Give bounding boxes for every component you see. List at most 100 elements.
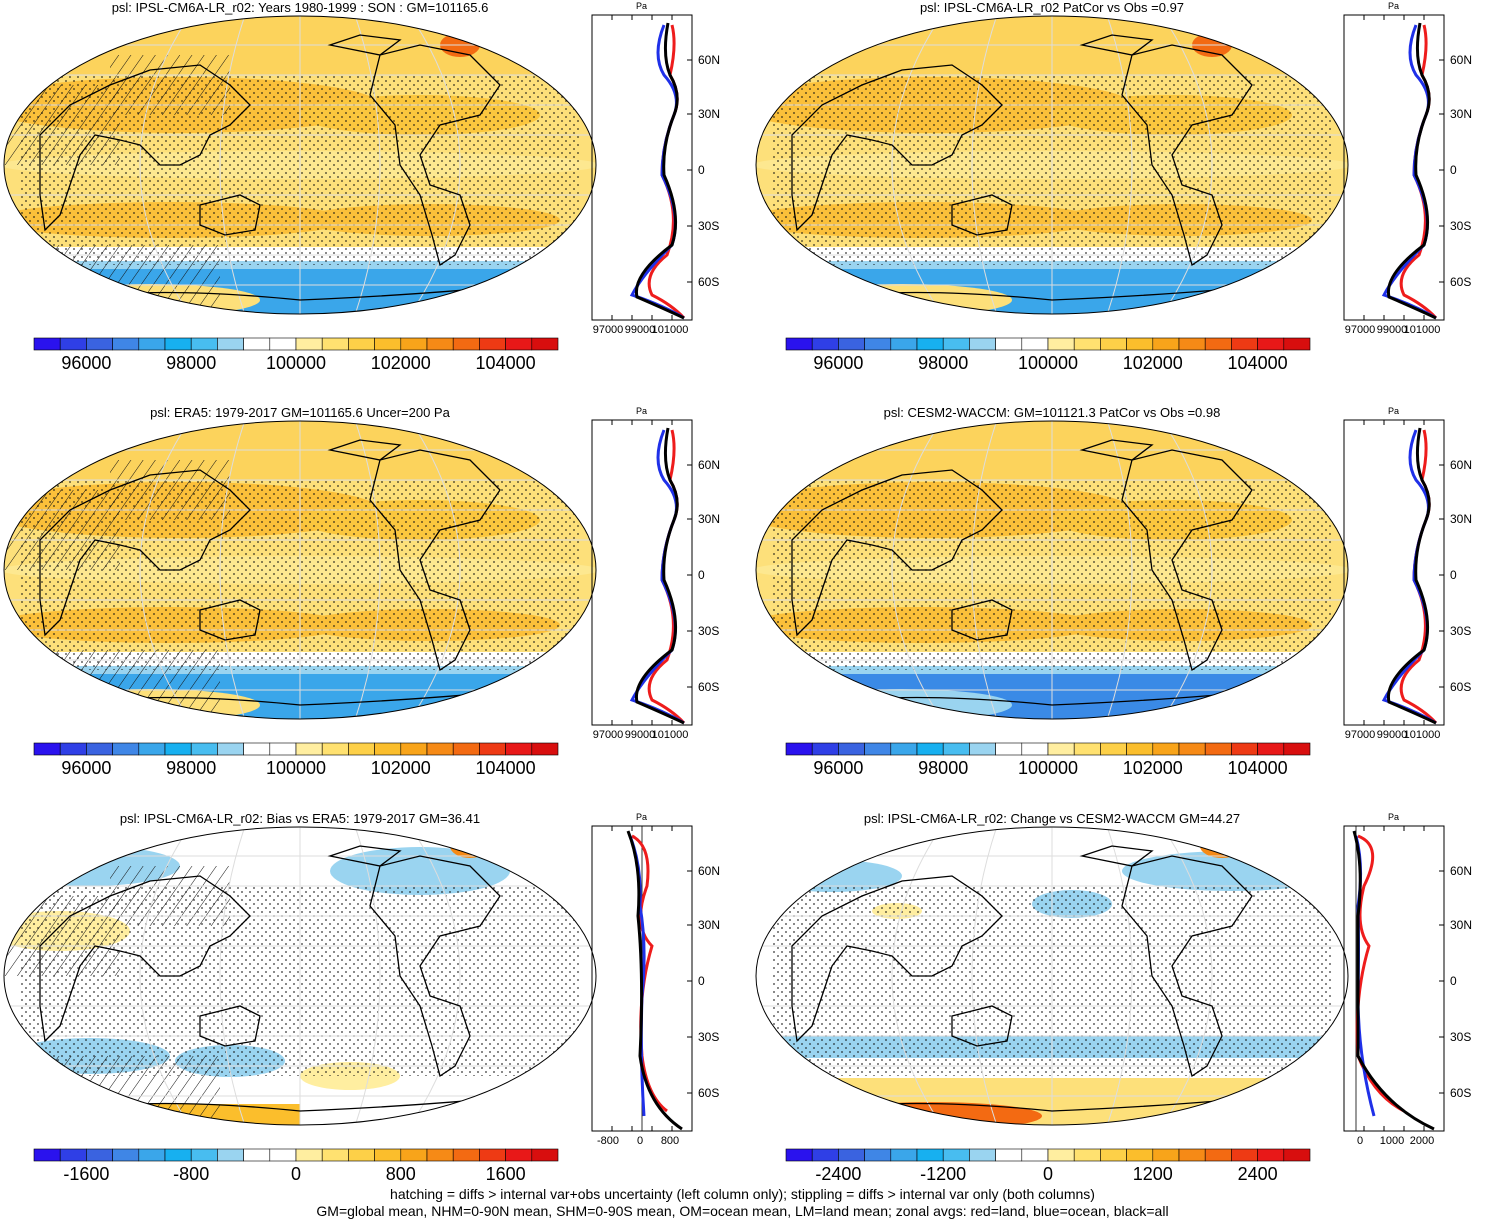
colorbar-tick-label: 1200	[1132, 1164, 1173, 1184]
colorbar-tick-label: 104000	[475, 353, 536, 373]
robinson-map	[755, 826, 1349, 1162]
colorbar-swatch	[1047, 337, 1075, 351]
colorbar-swatch	[374, 337, 402, 351]
colorbar-swatch	[295, 337, 323, 351]
colorbar-swatch	[995, 1148, 1023, 1162]
zonal-lat-label: 0	[1450, 974, 1457, 988]
colorbar-swatch	[505, 1148, 533, 1162]
zonal-lat-label: 30N	[1450, 918, 1473, 932]
colorbar-swatch	[217, 337, 244, 351]
robinson-map	[3, 420, 597, 756]
zonal-unit-label: Pa	[1388, 1, 1400, 11]
colorbar-swatch	[890, 742, 918, 756]
colorbar-swatch	[1231, 742, 1258, 756]
colorbar-swatch	[138, 1148, 166, 1162]
zonal-lat-label: 30N	[698, 512, 721, 526]
colorbar-swatch	[1100, 337, 1127, 351]
colorbar-tick-label: 96000	[813, 353, 864, 373]
zonal-ocean-line	[629, 429, 685, 725]
colorbar-swatch	[785, 742, 813, 756]
colorbar-swatch	[995, 742, 1023, 756]
zonal-x-label: 0	[636, 1135, 644, 1147]
colorbar-tick-label: 2400	[1237, 1164, 1278, 1184]
zonal-lat-label: 30N	[698, 918, 721, 932]
colorbar-swatch	[505, 742, 533, 756]
colorbar-swatch	[942, 742, 970, 756]
colorbar-swatch	[916, 337, 944, 351]
colorbar-swatch	[1047, 742, 1075, 756]
zonal-lat-label: 60N	[1450, 458, 1473, 472]
zonal-lat-label: 60S	[1450, 275, 1472, 289]
colorbar-swatch	[138, 742, 166, 756]
colorbar-swatch	[295, 742, 323, 756]
colorbar-swatch	[1047, 1148, 1075, 1162]
colorbar-swatch	[269, 337, 297, 351]
colorbar-swatch	[1257, 742, 1285, 756]
zonal-x-label: 2000	[1409, 1135, 1435, 1147]
zonal-x-label: 800	[660, 1135, 680, 1147]
zonal-mean-plot	[1343, 14, 1445, 321]
colorbar-swatch	[243, 742, 271, 756]
zonal-ocean-line	[629, 24, 685, 320]
colorbar-swatch	[1204, 337, 1232, 351]
robinson-map	[755, 15, 1349, 351]
colorbar-swatch	[890, 1148, 918, 1162]
zonal-unit-label: Pa	[636, 1, 648, 11]
colorbar-swatch	[531, 742, 559, 756]
zonal-mean-plot	[591, 14, 693, 321]
colorbar-swatch	[969, 742, 996, 756]
colorbar-swatch	[1283, 1148, 1311, 1162]
map-panel	[752, 420, 1352, 756]
colorbar-swatch	[86, 742, 113, 756]
zonal-unit-label: Pa	[1388, 406, 1400, 416]
colorbar-swatch	[426, 337, 454, 351]
colorbar-swatch	[295, 1148, 323, 1162]
colorbar-swatch	[916, 1148, 944, 1162]
colorbar-swatch	[838, 742, 865, 756]
colorbar-swatch	[1283, 742, 1311, 756]
colorbar-swatch	[1283, 337, 1311, 351]
zonal-x-label: 97000	[1344, 729, 1376, 741]
colorbar-swatch	[1204, 742, 1232, 756]
colorbar-swatch	[269, 742, 297, 756]
zonal-lat-label: 30N	[1450, 512, 1473, 526]
colorbar-tick-label: 102000	[370, 758, 431, 778]
zonal-lat-label: 60S	[698, 1086, 720, 1100]
colorbar-swatch	[969, 1148, 996, 1162]
colorbar-swatch	[1152, 337, 1180, 351]
colorbar-swatch	[164, 1148, 192, 1162]
footer-note-legend: GM=global mean, NHM=0-90N mean, SHM=0-90…	[316, 1203, 1169, 1219]
colorbar-swatch	[452, 742, 480, 756]
map-panel	[0, 420, 600, 756]
zonal-lat-label: 30S	[1450, 1030, 1472, 1044]
map-panel	[752, 15, 1352, 351]
colorbar-swatch	[112, 1148, 140, 1162]
colorbar-tick-label: 0	[1042, 1164, 1053, 1184]
zonal-lat-label: 0	[698, 163, 705, 177]
colorbar-swatch	[164, 742, 192, 756]
zonal-all-line	[634, 22, 685, 320]
zonal-all-line	[1386, 22, 1437, 320]
colorbar-tick-label: 0	[290, 1164, 301, 1184]
colorbar-swatch	[112, 742, 140, 756]
zonal-lat-label: 60N	[698, 53, 721, 67]
robinson-map	[3, 826, 597, 1162]
zonal-lat-label: 0	[698, 568, 705, 582]
colorbar-tick-label: 1600	[485, 1164, 526, 1184]
zonal-x-label: 99000	[624, 324, 656, 336]
colorbar-swatch	[452, 337, 480, 351]
zonal-land-line	[631, 834, 668, 1113]
zonal-lat-label: 60N	[698, 864, 721, 878]
colorbar-swatch	[1021, 742, 1049, 756]
zonal-unit-label: Pa	[636, 812, 648, 822]
colorbar-swatch	[138, 337, 166, 351]
colorbar-swatch	[1204, 1148, 1232, 1162]
colorbar-tick-label: 102000	[1122, 758, 1183, 778]
colorbar-swatch	[785, 1148, 813, 1162]
colorbar-swatch	[321, 742, 349, 756]
colorbar-swatch	[811, 1148, 839, 1162]
colorbar-swatch	[864, 1148, 892, 1162]
colorbar-tick-label: 100000	[1017, 353, 1079, 373]
zonal-x-label: 1000	[1379, 1135, 1405, 1147]
colorbar-swatch	[838, 1148, 865, 1162]
